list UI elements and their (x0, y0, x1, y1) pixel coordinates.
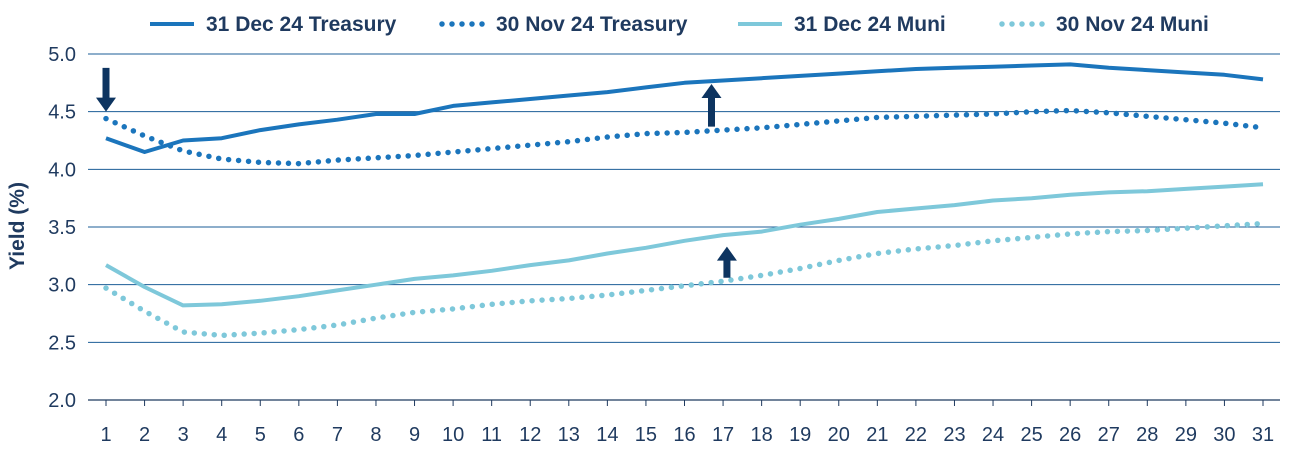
x-tick-label: 24 (982, 424, 1004, 446)
x-tick-label: 2 (139, 424, 150, 446)
x-tick-label: 21 (866, 424, 888, 446)
legend-label-3: 31 Dec 24 Muni (794, 13, 946, 36)
arrow-up-icon (701, 83, 722, 127)
y-tick-label: 2.0 (48, 390, 76, 412)
x-tick-label: 23 (943, 424, 965, 446)
x-tick-label: 26 (1059, 424, 1081, 446)
series-group (103, 62, 1266, 339)
x-tick-label: 13 (558, 424, 580, 446)
x-tick-label: 18 (751, 424, 773, 446)
gridlines (88, 53, 1280, 343)
x-tick-label: 8 (370, 424, 381, 446)
x-tick-label: 7 (332, 424, 343, 446)
x-tick-label: 14 (596, 424, 618, 446)
x-tick-label: 27 (1098, 424, 1120, 446)
legend: 31 Dec 24 Treasury 30 Nov 24 Treasury 31 D… (150, 13, 1209, 36)
y-axis-title: Yield (%) (6, 182, 29, 270)
x-tick-label: 11 (481, 424, 502, 446)
y-tick-label: 2.5 (48, 332, 76, 354)
series-line-1 (105, 62, 1264, 154)
x-tick-label: 15 (635, 424, 657, 446)
x-tick-label: 5 (255, 424, 266, 446)
y-tick-label: 3.0 (48, 275, 76, 297)
x-tick-label: 16 (673, 424, 695, 446)
x-tick-label: 9 (409, 424, 420, 446)
axes: 2.02.53.03.54.04.55.01 2 3 4 5 6 7 8 9 10 11 12 13 14… (48, 44, 1280, 446)
arrow-up-icon (716, 246, 737, 278)
x-tick-label: 17 (712, 424, 734, 446)
legend-label-4: 30 Nov 24 Muni (1056, 13, 1209, 36)
y-tick-label: 4.0 (48, 159, 76, 181)
x-tick-label: 22 (905, 424, 927, 446)
y-tick-label: 5.0 (48, 44, 76, 66)
x-tick-label: 6 (293, 424, 304, 446)
x-tick-label: 12 (519, 424, 541, 446)
x-tick-label: 30 (1213, 424, 1235, 446)
series-line-2 (103, 107, 1266, 167)
x-tick-label: 29 (1175, 424, 1197, 446)
x-tick-label: 31 (1252, 424, 1274, 446)
annotations (96, 67, 737, 278)
y-tick-label: 3.5 (48, 217, 76, 239)
series-line-4 (103, 220, 1266, 339)
y-tick-label: 4.5 (48, 102, 76, 124)
legend-label-2: 30 Nov 24 Treasury (496, 13, 688, 36)
arrow-down-icon (96, 67, 116, 112)
x-tick-label: 4 (216, 424, 227, 446)
x-tick-label: 10 (442, 424, 464, 446)
series-line-3 (105, 182, 1264, 308)
x-tick-label: 20 (828, 424, 850, 446)
x-tick-label: 19 (789, 424, 811, 446)
x-tick-label: 28 (1136, 424, 1158, 446)
x-tick-label: 1 (100, 424, 111, 446)
x-tick-label: 3 (178, 424, 189, 446)
legend-label-1: 31 Dec 24 Treasury (206, 13, 397, 36)
x-tick-label: 25 (1020, 424, 1042, 446)
